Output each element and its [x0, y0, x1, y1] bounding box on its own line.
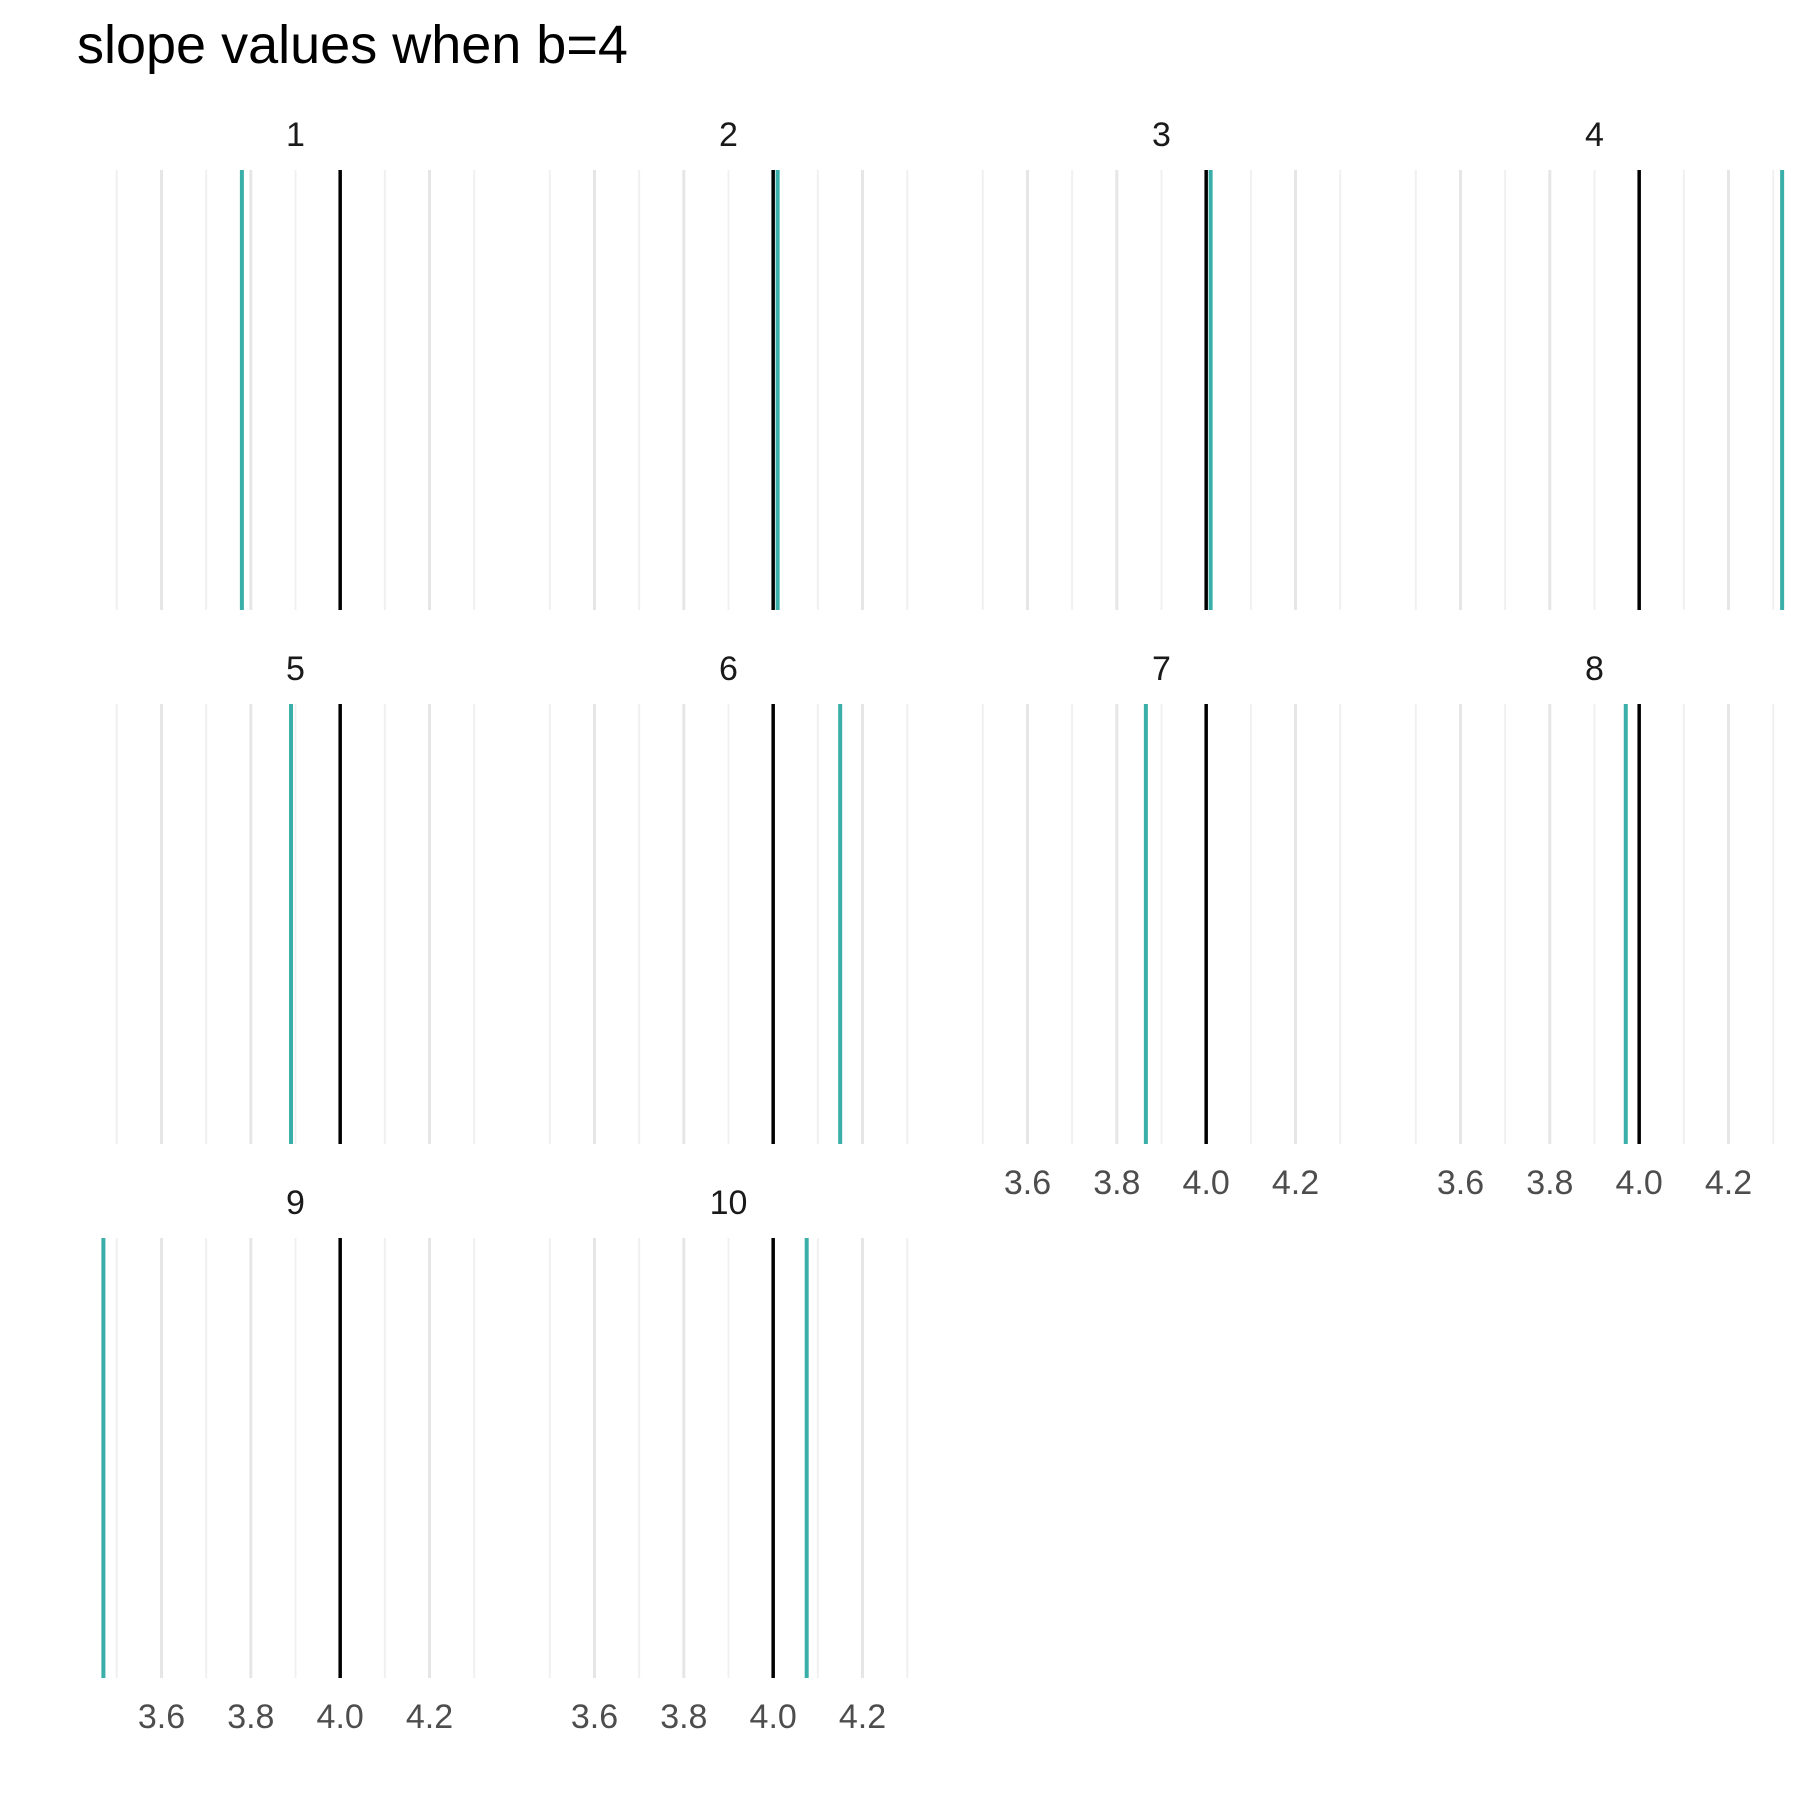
facet-panel-9: 9 3.6 3.8 4.0 4.2 — [101, 1184, 476, 1736]
x-tick-label: 3.6 — [1004, 1164, 1051, 1202]
x-tick-label: 3.8 — [1093, 1164, 1140, 1202]
facet-panel-5: 5 — [115, 650, 476, 1144]
chart-title: slope values when b=4 — [77, 15, 628, 75]
facet-panels: 1 2 3 4 5 6 7 3.6 3.8 4.0 4.2 8 3.6 3.8 4.0 4.2 9 3.6 3.8 4… — [101, 116, 1785, 1736]
facet-panel-7: 7 3.6 3.8 4.0 4.2 — [981, 650, 1342, 1202]
facet-strip-label: 6 — [719, 650, 738, 688]
x-tick-label: 4.2 — [406, 1698, 453, 1736]
facet-panel-10: 10 3.6 3.8 4.0 4.2 — [548, 1184, 909, 1736]
x-tick-label: 3.8 — [660, 1698, 707, 1736]
x-tick-label: 3.6 — [571, 1698, 618, 1736]
x-tick-label: 3.8 — [1526, 1164, 1573, 1202]
x-tick-label: 4.2 — [1705, 1164, 1752, 1202]
facet-panel-8: 8 3.6 3.8 4.0 4.2 — [1414, 650, 1775, 1202]
facet-panel-6: 6 — [548, 650, 909, 1144]
x-tick-label: 4.0 — [1183, 1164, 1230, 1202]
x-tick-label: 4.0 — [317, 1698, 364, 1736]
facet-strip-label: 5 — [286, 650, 305, 688]
facet-strip-label: 9 — [286, 1184, 305, 1222]
facet-panel-1: 1 — [115, 116, 476, 610]
facet-strip-label: 3 — [1152, 116, 1171, 154]
x-tick-label: 4.2 — [839, 1698, 886, 1736]
facet-strip-label: 2 — [719, 116, 738, 154]
x-tick-label: 4.2 — [1272, 1164, 1319, 1202]
x-tick-label: 3.6 — [138, 1698, 185, 1736]
facet-strip-label: 4 — [1585, 116, 1604, 154]
x-tick-label: 3.6 — [1437, 1164, 1484, 1202]
facet-panel-4: 4 — [1414, 116, 1785, 610]
x-tick-label: 4.0 — [750, 1698, 797, 1736]
facet-strip-label: 7 — [1152, 650, 1171, 688]
x-tick-label: 3.8 — [227, 1698, 274, 1736]
facet-panel-3: 3 — [981, 116, 1342, 610]
facet-strip-label: 10 — [710, 1184, 748, 1222]
facet-strip-label: 1 — [286, 116, 305, 154]
facet-strip-label: 8 — [1585, 650, 1604, 688]
facet-panel-2: 2 — [548, 116, 909, 610]
x-tick-label: 4.0 — [1616, 1164, 1663, 1202]
